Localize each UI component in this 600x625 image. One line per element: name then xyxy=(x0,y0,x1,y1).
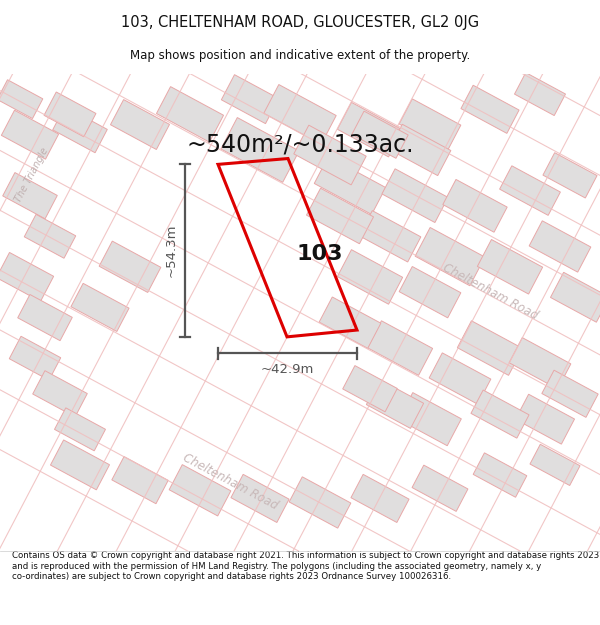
Polygon shape xyxy=(367,321,433,376)
Polygon shape xyxy=(399,266,461,318)
Polygon shape xyxy=(294,125,366,185)
Polygon shape xyxy=(461,85,519,133)
Polygon shape xyxy=(398,392,461,446)
Polygon shape xyxy=(542,370,598,418)
Polygon shape xyxy=(429,353,491,404)
Polygon shape xyxy=(389,124,451,176)
Polygon shape xyxy=(443,179,507,232)
Polygon shape xyxy=(169,464,231,516)
Polygon shape xyxy=(337,249,403,304)
Polygon shape xyxy=(351,474,409,522)
Polygon shape xyxy=(289,477,351,528)
Polygon shape xyxy=(337,102,403,157)
Text: 103, CHELTENHAM ROAD, GLOUCESTER, GL2 0JG: 103, CHELTENHAM ROAD, GLOUCESTER, GL2 0J… xyxy=(121,14,479,29)
Polygon shape xyxy=(478,239,542,294)
Polygon shape xyxy=(382,169,448,222)
Polygon shape xyxy=(500,166,560,216)
Polygon shape xyxy=(99,241,161,292)
Polygon shape xyxy=(515,72,565,116)
Polygon shape xyxy=(352,111,408,158)
Polygon shape xyxy=(343,366,397,412)
Polygon shape xyxy=(471,390,529,438)
Polygon shape xyxy=(1,110,59,159)
Text: Cheltenham Road: Cheltenham Road xyxy=(180,452,280,512)
Polygon shape xyxy=(515,394,575,444)
Text: ~42.9m: ~42.9m xyxy=(261,363,314,376)
Polygon shape xyxy=(530,444,580,486)
Polygon shape xyxy=(0,253,53,301)
Text: Contains OS data © Crown copyright and database right 2021. This information is : Contains OS data © Crown copyright and d… xyxy=(12,551,599,581)
Polygon shape xyxy=(3,173,57,219)
Polygon shape xyxy=(415,228,485,286)
Text: Cheltenham Road: Cheltenham Road xyxy=(440,262,540,322)
Polygon shape xyxy=(221,118,299,182)
Polygon shape xyxy=(33,371,87,417)
Polygon shape xyxy=(71,283,129,331)
Text: ~540m²/~0.133ac.: ~540m²/~0.133ac. xyxy=(186,133,414,157)
Polygon shape xyxy=(221,74,278,124)
Polygon shape xyxy=(359,211,421,262)
Polygon shape xyxy=(24,214,76,258)
Polygon shape xyxy=(53,106,107,152)
Polygon shape xyxy=(110,99,170,149)
Polygon shape xyxy=(9,336,61,380)
Polygon shape xyxy=(307,188,374,244)
Polygon shape xyxy=(457,321,523,376)
Polygon shape xyxy=(44,92,96,137)
Polygon shape xyxy=(473,453,527,498)
Polygon shape xyxy=(50,440,110,490)
Polygon shape xyxy=(509,338,571,389)
Polygon shape xyxy=(0,80,43,119)
Polygon shape xyxy=(412,465,468,511)
Polygon shape xyxy=(543,152,597,198)
Polygon shape xyxy=(367,379,424,428)
Text: ~54.3m: ~54.3m xyxy=(164,224,178,278)
Polygon shape xyxy=(399,99,461,150)
Polygon shape xyxy=(18,294,72,341)
Polygon shape xyxy=(231,474,289,522)
Polygon shape xyxy=(157,87,224,142)
Text: The Triangle: The Triangle xyxy=(13,146,50,204)
Text: 103: 103 xyxy=(297,244,343,264)
Polygon shape xyxy=(319,297,381,348)
Polygon shape xyxy=(314,156,386,214)
Polygon shape xyxy=(55,408,106,451)
Text: Map shows position and indicative extent of the property.: Map shows position and indicative extent… xyxy=(130,49,470,62)
Polygon shape xyxy=(550,272,600,322)
Polygon shape xyxy=(264,84,336,144)
Polygon shape xyxy=(112,456,168,504)
Polygon shape xyxy=(529,221,591,272)
